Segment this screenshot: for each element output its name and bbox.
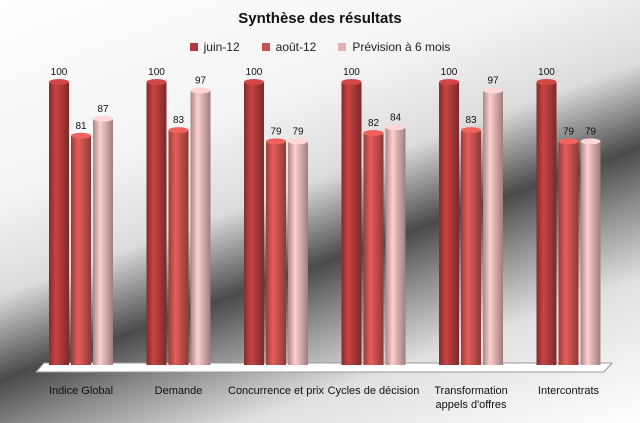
- bar-cap-Prévision à 6 mois-3: [385, 124, 406, 131]
- bar-août-12-1: [168, 130, 189, 365]
- bar-cap-Prévision à 6 mois-5: [580, 138, 601, 145]
- bar-juin-12-5: [536, 82, 557, 365]
- data-label-Prévision à 6 mois-4: 97: [487, 75, 499, 86]
- data-label-juin-12-4: 100: [441, 67, 458, 78]
- bar-août-12-5: [558, 141, 579, 365]
- category-label: Demande: [154, 385, 203, 397]
- bar-cap-août-12-2: [266, 138, 286, 145]
- data-label-juin-12-2: 100: [246, 67, 263, 78]
- data-label-août-12-3: 82: [368, 118, 380, 129]
- category-label: Transformation appels d'offres: [434, 385, 508, 411]
- data-label-Prévision à 6 mois-3: 84: [390, 112, 402, 123]
- bar-juin-12-0: [49, 82, 69, 365]
- bar-juin-12-3: [341, 82, 362, 365]
- data-label-juin-12-3: 100: [343, 67, 360, 78]
- category-label: Cycles de décision: [327, 385, 420, 397]
- bar-cap-juin-12-1: [146, 79, 167, 85]
- bar-Prévision à 6 mois-5: [580, 141, 601, 365]
- chart-floor: [34, 362, 614, 373]
- legend-item-juin-12: juin-12: [189, 40, 240, 54]
- bar-cap-août-12-0: [71, 132, 91, 139]
- bar-Prévision à 6 mois-3: [385, 127, 406, 365]
- legend-label-aout-12: août-12: [275, 40, 317, 54]
- legend-label-juin-12: juin-12: [203, 40, 240, 54]
- category-label: Indice Global: [48, 385, 114, 397]
- bar-août-12-3: [363, 132, 384, 365]
- bar-août-12-0: [71, 135, 91, 365]
- bar-Prévision à 6 mois-2: [288, 141, 308, 365]
- bar-cap-août-12-4: [461, 127, 481, 134]
- bar-juin-12-4: [439, 82, 459, 365]
- data-label-Prévision à 6 mois-2: 79: [292, 126, 304, 137]
- legend: juin-12 août-12 Prévision à 6 mois: [0, 40, 640, 54]
- data-label-juin-12-5: 100: [538, 67, 555, 78]
- bar-cap-Prévision à 6 mois-2: [288, 138, 308, 145]
- bar-cap-juin-12-0: [49, 79, 69, 85]
- data-label-août-12-4: 83: [465, 115, 477, 126]
- bar-cap-juin-12-4: [439, 79, 459, 85]
- bar-Prévision à 6 mois-1: [190, 90, 211, 366]
- bar-août-12-2: [266, 141, 286, 365]
- bar-juin-12-2: [244, 82, 264, 365]
- bar-cap-juin-12-3: [341, 79, 362, 85]
- bar-cap-juin-12-5: [536, 79, 557, 85]
- bar-juin-12-1: [146, 82, 167, 365]
- bar-Prévision à 6 mois-4: [483, 90, 503, 366]
- bar-cap-Prévision à 6 mois-0: [93, 115, 113, 122]
- data-label-Prévision à 6 mois-1: 97: [195, 75, 207, 86]
- chart-title: Synthèse des résultats: [238, 10, 402, 27]
- data-label-août-12-2: 79: [270, 126, 282, 137]
- data-label-Prévision à 6 mois-0: 87: [97, 104, 109, 115]
- bar-cap-août-12-3: [363, 129, 384, 136]
- data-label-juin-12-0: 100: [51, 67, 68, 78]
- bar-cap-août-12-1: [168, 127, 189, 134]
- bar-cap-Prévision à 6 mois-1: [190, 87, 211, 94]
- legend-swatch-prevision: [338, 43, 347, 51]
- data-label-juin-12-1: 100: [148, 67, 165, 78]
- legend-swatch-aout-12: [261, 43, 270, 51]
- legend-label-prevision: Prévision à 6 mois: [352, 40, 451, 54]
- bar-Prévision à 6 mois-0: [93, 118, 113, 365]
- data-label-août-12-1: 83: [173, 115, 185, 126]
- data-label-août-12-5: 79: [563, 126, 575, 137]
- bar-cap-août-12-5: [558, 138, 579, 145]
- bar-août-12-4: [461, 130, 481, 365]
- data-label-août-12-0: 81: [75, 121, 87, 132]
- legend-item-aout-12: août-12: [261, 40, 317, 54]
- data-label-Prévision à 6 mois-5: 79: [585, 126, 597, 137]
- category-label: Concurrence et prix: [228, 385, 324, 397]
- legend-item-prevision: Prévision à 6 mois: [338, 40, 450, 54]
- bar-cap-Prévision à 6 mois-4: [483, 87, 503, 94]
- legend-swatch-juin-12: [189, 43, 198, 51]
- bar-cap-juin-12-2: [244, 79, 264, 85]
- category-label: Intercontrats: [537, 385, 600, 397]
